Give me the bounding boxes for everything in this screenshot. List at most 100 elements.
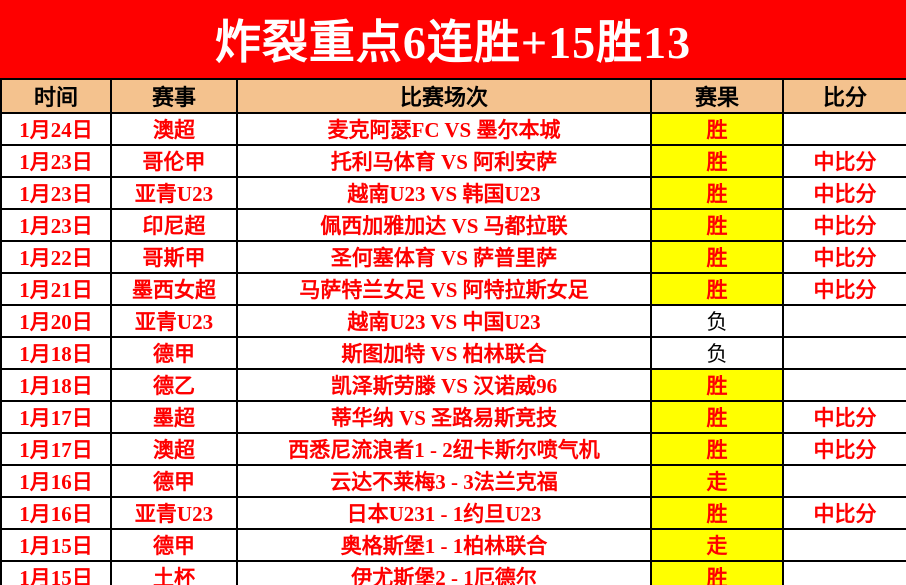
score-cell: 中比分 bbox=[782, 432, 906, 466]
score-cell bbox=[782, 528, 906, 562]
table-row: 1月23日 哥伦甲 托利马体育 VS 阿利安萨 胜 中比分 bbox=[0, 144, 906, 178]
date-cell: 1月17日 bbox=[0, 432, 112, 466]
date-cell: 1月20日 bbox=[0, 304, 112, 338]
date-cell: 1月22日 bbox=[0, 240, 112, 274]
table-row: 1月21日 墨西女超 马萨特兰女足 VS 阿特拉斯女足 胜 中比分 bbox=[0, 272, 906, 306]
league-cell: 墨超 bbox=[110, 400, 238, 434]
match-cell: 日本U231 - 1约旦U23 bbox=[236, 496, 652, 530]
league-cell: 德乙 bbox=[110, 368, 238, 402]
score-cell: 中比分 bbox=[782, 496, 906, 530]
date-cell: 1月23日 bbox=[0, 144, 112, 178]
match-cell: 佩西加雅加达 VS 马都拉联 bbox=[236, 208, 652, 242]
table-row: 1月20日 亚青U23 越南U23 VS 中国U23 负 bbox=[0, 304, 906, 338]
date-cell: 1月18日 bbox=[0, 368, 112, 402]
score-cell bbox=[782, 112, 906, 146]
table-row: 1月22日 哥斯甲 圣何塞体育 VS 萨普里萨 胜 中比分 bbox=[0, 240, 906, 274]
match-cell: 蒂华纳 VS 圣路易斯竞技 bbox=[236, 400, 652, 434]
banner: 炸裂重点6连胜+15胜13 bbox=[0, 0, 906, 78]
score-cell bbox=[782, 304, 906, 338]
date-cell: 1月21日 bbox=[0, 272, 112, 306]
header-cell-time: 时间 bbox=[0, 78, 112, 114]
league-cell: 哥伦甲 bbox=[110, 144, 238, 178]
league-cell: 亚青U23 bbox=[110, 304, 238, 338]
league-cell: 德甲 bbox=[110, 336, 238, 370]
date-cell: 1月15日 bbox=[0, 528, 112, 562]
header-cell-score: 比分 bbox=[782, 78, 906, 114]
date-cell: 1月23日 bbox=[0, 176, 112, 210]
match-cell: 西悉尼流浪者1 - 2纽卡斯尔喷气机 bbox=[236, 432, 652, 466]
result-cell: 走 bbox=[650, 464, 784, 498]
table-row: 1月17日 墨超 蒂华纳 VS 圣路易斯竞技 胜 中比分 bbox=[0, 400, 906, 434]
result-cell: 胜 bbox=[650, 176, 784, 210]
match-cell: 云达不莱梅3 - 3法兰克福 bbox=[236, 464, 652, 498]
match-cell: 麦克阿瑟FC VS 墨尔本城 bbox=[236, 112, 652, 146]
score-cell: 中比分 bbox=[782, 272, 906, 306]
result-cell: 胜 bbox=[650, 112, 784, 146]
date-cell: 1月16日 bbox=[0, 464, 112, 498]
score-cell bbox=[782, 336, 906, 370]
header-row: 时间 赛事 比赛场次 赛果 比分 bbox=[0, 78, 906, 114]
result-cell: 胜 bbox=[650, 368, 784, 402]
table-row: 1月16日 德甲 云达不莱梅3 - 3法兰克福 走 bbox=[0, 464, 906, 498]
match-cell: 凯泽斯劳滕 VS 汉诺威96 bbox=[236, 368, 652, 402]
result-cell: 负 bbox=[650, 304, 784, 338]
date-cell: 1月17日 bbox=[0, 400, 112, 434]
league-cell: 澳超 bbox=[110, 112, 238, 146]
result-cell: 走 bbox=[650, 528, 784, 562]
result-cell: 胜 bbox=[650, 560, 784, 585]
table-row: 1月17日 澳超 西悉尼流浪者1 - 2纽卡斯尔喷气机 胜 中比分 bbox=[0, 432, 906, 466]
league-cell: 德甲 bbox=[110, 528, 238, 562]
league-cell: 亚青U23 bbox=[110, 496, 238, 530]
table-row: 1月18日 德乙 凯泽斯劳滕 VS 汉诺威96 胜 bbox=[0, 368, 906, 402]
league-cell: 墨西女超 bbox=[110, 272, 238, 306]
match-cell: 斯图加特 VS 柏林联合 bbox=[236, 336, 652, 370]
match-cell: 马萨特兰女足 VS 阿特拉斯女足 bbox=[236, 272, 652, 306]
result-cell: 胜 bbox=[650, 144, 784, 178]
match-cell: 伊尤斯堡2 - 1厄德尔 bbox=[236, 560, 652, 585]
match-cell: 越南U23 VS 中国U23 bbox=[236, 304, 652, 338]
score-cell: 中比分 bbox=[782, 144, 906, 178]
table-row: 1月15日 德甲 奥格斯堡1 - 1柏林联合 走 bbox=[0, 528, 906, 562]
result-cell: 胜 bbox=[650, 272, 784, 306]
match-cell: 圣何塞体育 VS 萨普里萨 bbox=[236, 240, 652, 274]
league-cell: 土杯 bbox=[110, 560, 238, 585]
score-cell bbox=[782, 560, 906, 585]
score-cell: 中比分 bbox=[782, 400, 906, 434]
league-cell: 哥斯甲 bbox=[110, 240, 238, 274]
table-row: 1月15日 土杯 伊尤斯堡2 - 1厄德尔 胜 bbox=[0, 560, 906, 585]
league-cell: 亚青U23 bbox=[110, 176, 238, 210]
result-cell: 胜 bbox=[650, 496, 784, 530]
header-cell-result: 赛果 bbox=[650, 78, 784, 114]
league-cell: 澳超 bbox=[110, 432, 238, 466]
result-cell: 胜 bbox=[650, 240, 784, 274]
table-row: 1月23日 亚青U23 越南U23 VS 韩国U23 胜 中比分 bbox=[0, 176, 906, 210]
results-table: 时间 赛事 比赛场次 赛果 比分 1月24日 澳超 麦克阿瑟FC VS 墨尔本城… bbox=[0, 78, 906, 585]
banner-title: 炸裂重点6连胜+15胜13 bbox=[214, 17, 692, 68]
date-cell: 1月16日 bbox=[0, 496, 112, 530]
table-row: 1月18日 德甲 斯图加特 VS 柏林联合 负 bbox=[0, 336, 906, 370]
result-cell: 胜 bbox=[650, 432, 784, 466]
results-table-header: 时间 赛事 比赛场次 赛果 比分 bbox=[0, 78, 906, 114]
match-cell: 托利马体育 VS 阿利安萨 bbox=[236, 144, 652, 178]
date-cell: 1月15日 bbox=[0, 560, 112, 585]
result-cell: 胜 bbox=[650, 400, 784, 434]
header-cell-league: 赛事 bbox=[110, 78, 238, 114]
match-cell: 越南U23 VS 韩国U23 bbox=[236, 176, 652, 210]
date-cell: 1月23日 bbox=[0, 208, 112, 242]
result-cell: 负 bbox=[650, 336, 784, 370]
date-cell: 1月18日 bbox=[0, 336, 112, 370]
date-cell: 1月24日 bbox=[0, 112, 112, 146]
score-cell bbox=[782, 464, 906, 498]
table-row: 1月24日 澳超 麦克阿瑟FC VS 墨尔本城 胜 bbox=[0, 112, 906, 146]
match-cell: 奥格斯堡1 - 1柏林联合 bbox=[236, 528, 652, 562]
score-cell: 中比分 bbox=[782, 176, 906, 210]
results-table-body: 1月24日 澳超 麦克阿瑟FC VS 墨尔本城 胜 1月23日 哥伦甲 托利马体… bbox=[0, 112, 906, 585]
table-row: 1月23日 印尼超 佩西加雅加达 VS 马都拉联 胜 中比分 bbox=[0, 208, 906, 242]
league-cell: 印尼超 bbox=[110, 208, 238, 242]
result-cell: 胜 bbox=[650, 208, 784, 242]
score-cell: 中比分 bbox=[782, 240, 906, 274]
score-cell: 中比分 bbox=[782, 208, 906, 242]
league-cell: 德甲 bbox=[110, 464, 238, 498]
header-cell-match: 比赛场次 bbox=[236, 78, 652, 114]
score-cell bbox=[782, 368, 906, 402]
